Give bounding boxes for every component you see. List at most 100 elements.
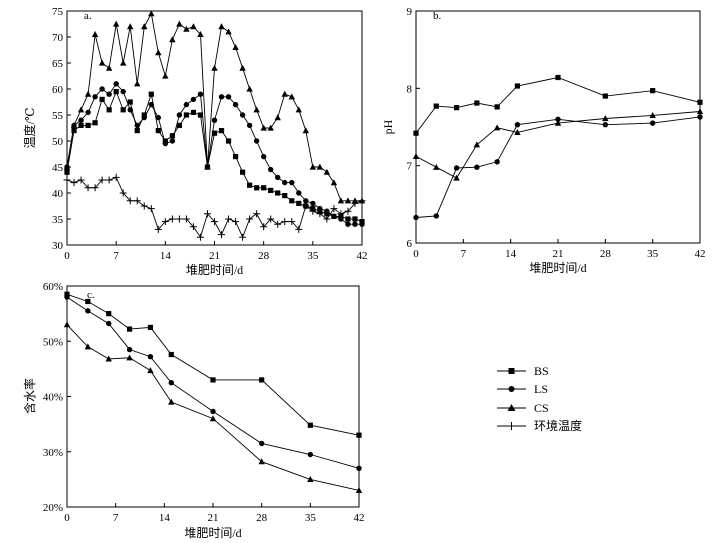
data-point xyxy=(232,101,239,108)
data-point xyxy=(282,193,288,199)
data-point xyxy=(197,91,204,97)
x-tick-label: 28 xyxy=(600,248,612,260)
data-point xyxy=(63,163,71,170)
data-point xyxy=(84,90,92,97)
data-point xyxy=(288,218,296,226)
legend-circle-marker xyxy=(508,386,515,392)
data-point xyxy=(85,109,91,116)
series-CS xyxy=(63,321,363,494)
data-point xyxy=(77,176,85,184)
data-point xyxy=(239,233,247,241)
y-tick-label: 55 xyxy=(52,110,64,122)
series-line xyxy=(66,324,360,491)
data-point xyxy=(133,197,141,205)
y-tick-label: 30% xyxy=(43,447,63,459)
data-point xyxy=(71,128,77,134)
data-point xyxy=(141,23,148,30)
data-point xyxy=(310,200,316,207)
data-point xyxy=(169,36,176,43)
data-point xyxy=(176,20,183,27)
data-point xyxy=(323,215,331,223)
y-tick-label: 50 xyxy=(52,136,64,148)
data-point xyxy=(232,218,240,226)
x-tick-label: 28 xyxy=(258,250,270,262)
data-point xyxy=(155,114,162,121)
data-point xyxy=(239,112,246,118)
data-point xyxy=(352,216,358,222)
data-point xyxy=(316,163,324,170)
data-point xyxy=(126,346,133,353)
data-point xyxy=(127,107,133,113)
data-point xyxy=(126,354,133,361)
data-point xyxy=(147,205,155,213)
data-point xyxy=(555,116,561,122)
data-point xyxy=(106,311,112,317)
data-point xyxy=(289,179,295,186)
data-point xyxy=(258,440,265,447)
data-point xyxy=(84,184,92,192)
x-tick-label: 21 xyxy=(208,512,219,524)
data-point xyxy=(246,122,253,129)
y-tick-label: 35 xyxy=(52,214,64,226)
data-point xyxy=(275,174,281,181)
data-point xyxy=(210,377,216,383)
data-point xyxy=(602,121,609,128)
data-point xyxy=(218,231,226,239)
x-tick-label: 35 xyxy=(307,250,319,262)
series-LS xyxy=(413,114,703,221)
data-point xyxy=(295,106,302,113)
data-point xyxy=(225,94,232,100)
data-point xyxy=(344,197,352,204)
data-point xyxy=(260,153,267,160)
data-point xyxy=(307,451,314,458)
data-point xyxy=(649,120,656,126)
data-point xyxy=(148,91,154,97)
data-point xyxy=(63,176,71,184)
data-point xyxy=(92,94,98,100)
series-line xyxy=(415,77,701,134)
series-CS xyxy=(412,108,704,181)
data-point xyxy=(267,215,275,223)
data-point xyxy=(239,64,246,71)
data-point xyxy=(197,31,204,37)
data-point xyxy=(162,140,169,147)
data-point xyxy=(295,225,303,233)
data-point xyxy=(190,109,197,115)
x-tick-label: 0 xyxy=(413,248,419,260)
data-point xyxy=(239,169,246,175)
series-BS xyxy=(413,74,703,136)
data-point xyxy=(203,210,211,218)
data-point xyxy=(119,59,127,66)
data-point xyxy=(453,105,460,111)
legend-triangle-marker xyxy=(507,404,516,411)
data-point xyxy=(168,351,174,358)
y-axis-label: pH xyxy=(381,119,395,134)
data-point xyxy=(127,99,133,105)
legend: BS LS CS 环境温度 xyxy=(497,364,582,433)
data-point xyxy=(106,91,112,97)
data-point xyxy=(302,202,310,210)
data-point xyxy=(127,23,134,30)
series-line xyxy=(415,111,701,179)
x-axis-label: 堆肥时间/d xyxy=(186,263,243,277)
data-point xyxy=(84,343,92,350)
data-point xyxy=(134,128,140,134)
data-point xyxy=(99,86,105,92)
data-point xyxy=(161,218,169,226)
data-point xyxy=(555,74,561,81)
series-LS xyxy=(64,294,362,472)
data-point xyxy=(356,432,362,438)
y-tick-label: 75 xyxy=(52,6,64,18)
data-point xyxy=(649,112,656,118)
data-point xyxy=(330,179,338,186)
data-point xyxy=(169,133,175,139)
data-point xyxy=(281,218,289,226)
data-point xyxy=(697,99,703,105)
data-point xyxy=(514,83,521,89)
data-point xyxy=(113,81,119,87)
legend-item-cs: CS xyxy=(497,401,549,415)
data-point xyxy=(126,197,134,205)
data-point xyxy=(112,173,120,181)
data-point xyxy=(359,221,365,227)
legend-square-marker xyxy=(508,368,515,374)
